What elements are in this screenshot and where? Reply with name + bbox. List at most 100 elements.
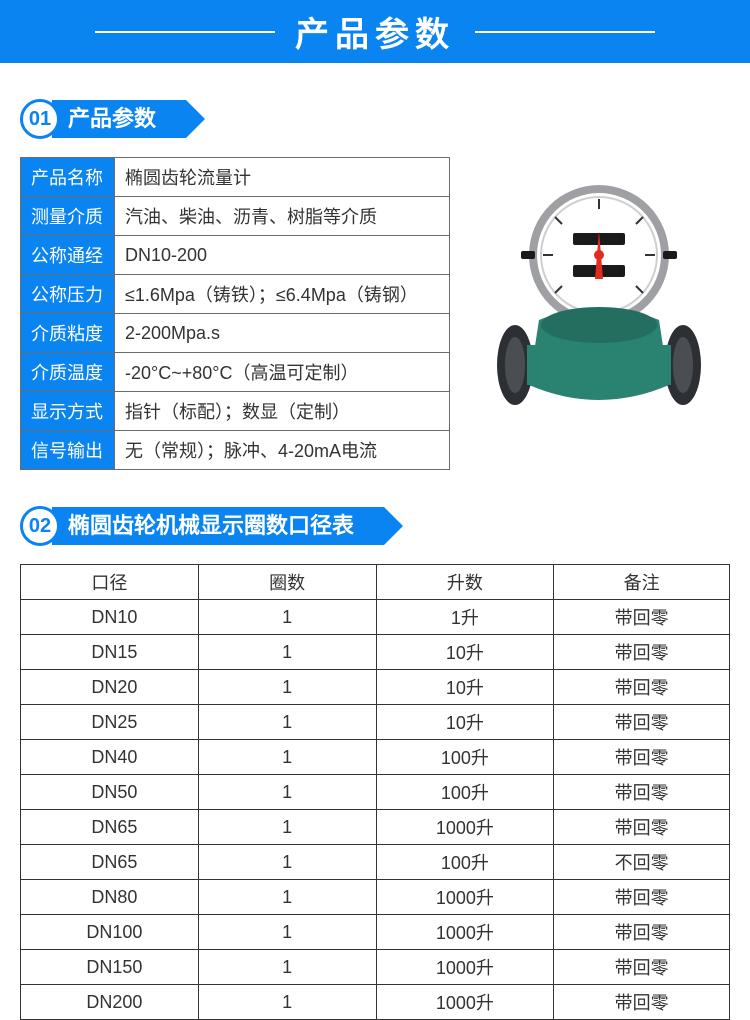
spec-label: 测量介质: [21, 197, 115, 236]
caliber-col-header: 口径: [21, 565, 199, 600]
caliber-row: DN25110升带回零: [21, 705, 730, 740]
caliber-row: DN10011000升带回零: [21, 915, 730, 950]
caliber-cell: 1: [198, 810, 376, 845]
spec-label: 公称压力: [21, 275, 115, 314]
caliber-cell: 带回零: [554, 880, 730, 915]
caliber-cell: 1升: [376, 600, 554, 635]
caliber-cell: 带回零: [554, 950, 730, 985]
caliber-cell: 带回零: [554, 705, 730, 740]
caliber-cell: 1: [198, 635, 376, 670]
spec-value: 指针（标配）；数显（定制）: [115, 392, 450, 431]
section-01-header: 01 产品参数: [20, 99, 730, 139]
caliber-cell: 1000升: [376, 915, 554, 950]
spec-value: 椭圆齿轮流量计: [115, 158, 450, 197]
caliber-cell: DN65: [21, 810, 199, 845]
caliber-row: DN8011000升带回零: [21, 880, 730, 915]
caliber-cell: 带回零: [554, 635, 730, 670]
spec-value: -20°C~+80°C（高温可定制）: [115, 353, 450, 392]
caliber-cell: 100升: [376, 740, 554, 775]
section-02-header: 02 椭圆齿轮机械显示圈数口径表: [20, 506, 730, 546]
caliber-col-header: 圈数: [198, 565, 376, 600]
caliber-cell: 1: [198, 740, 376, 775]
product-figure: [468, 157, 730, 453]
spec-label: 产品名称: [21, 158, 115, 197]
spec-row: 显示方式指针（标配）；数显（定制）: [21, 392, 450, 431]
spec-label: 介质粘度: [21, 314, 115, 353]
caliber-cell: 不回零: [554, 845, 730, 880]
caliber-row: DN1011升带回零: [21, 600, 730, 635]
caliber-row: DN20011000升带回零: [21, 985, 730, 1020]
caliber-cell: 1: [198, 950, 376, 985]
hero-title: 产品参数: [295, 7, 455, 56]
section-01-label: 产品参数: [52, 100, 186, 138]
caliber-cell: 1: [198, 705, 376, 740]
spec-label: 显示方式: [21, 392, 115, 431]
flowmeter-icon: [469, 175, 729, 435]
caliber-cell: 100升: [376, 775, 554, 810]
caliber-cell: DN100: [21, 915, 199, 950]
caliber-col-header: 升数: [376, 565, 554, 600]
spec-value: DN10-200: [115, 236, 450, 275]
caliber-cell: 100升: [376, 845, 554, 880]
caliber-row: DN501100升带回零: [21, 775, 730, 810]
caliber-cell: DN15: [21, 635, 199, 670]
caliber-cell: DN40: [21, 740, 199, 775]
caliber-cell: 1000升: [376, 985, 554, 1020]
caliber-cell: 1: [198, 775, 376, 810]
caliber-cell: 10升: [376, 635, 554, 670]
caliber-cell: DN200: [21, 985, 199, 1020]
caliber-cell: 1: [198, 600, 376, 635]
caliber-cell: 带回零: [554, 810, 730, 845]
caliber-cell: 带回零: [554, 600, 730, 635]
spec-row: 介质温度-20°C~+80°C（高温可定制）: [21, 353, 450, 392]
caliber-cell: DN80: [21, 880, 199, 915]
caliber-row: DN20110升带回零: [21, 670, 730, 705]
section-01-badge: 01: [20, 99, 60, 139]
spec-label: 介质温度: [21, 353, 115, 392]
section-01-body: 产品名称椭圆齿轮流量计测量介质汽油、柴油、沥青、树脂等介质公称通经DN10-20…: [0, 157, 750, 470]
caliber-row: DN15011000升带回零: [21, 950, 730, 985]
caliber-cell: DN65: [21, 845, 199, 880]
spec-row: 公称压力≤1.6Mpa（铸铁）；≤6.4Mpa（铸钢）: [21, 275, 450, 314]
caliber-row: DN401100升带回零: [21, 740, 730, 775]
caliber-cell: 1: [198, 670, 376, 705]
spec-value: 汽油、柴油、沥青、树脂等介质: [115, 197, 450, 236]
caliber-cell: 带回零: [554, 775, 730, 810]
caliber-cell: 1000升: [376, 950, 554, 985]
section-02-badge: 02: [20, 506, 60, 546]
caliber-row: DN6511000升带回零: [21, 810, 730, 845]
spec-value: 2-200Mpa.s: [115, 314, 450, 353]
caliber-row: DN15110升带回零: [21, 635, 730, 670]
caliber-cell: DN20: [21, 670, 199, 705]
spec-row: 产品名称椭圆齿轮流量计: [21, 158, 450, 197]
caliber-col-header: 备注: [554, 565, 730, 600]
caliber-cell: DN50: [21, 775, 199, 810]
spec-value: 无（常规）；脉冲、4-20mA电流: [115, 431, 450, 470]
caliber-cell: DN150: [21, 950, 199, 985]
caliber-cell: 1000升: [376, 880, 554, 915]
caliber-cell: 带回零: [554, 670, 730, 705]
spec-table: 产品名称椭圆齿轮流量计测量介质汽油、柴油、沥青、树脂等介质公称通经DN10-20…: [20, 157, 450, 470]
spec-row: 信号输出无（常规）；脉冲、4-20mA电流: [21, 431, 450, 470]
spec-value: ≤1.6Mpa（铸铁）；≤6.4Mpa（铸钢）: [115, 275, 450, 314]
spec-row: 测量介质汽油、柴油、沥青、树脂等介质: [21, 197, 450, 236]
caliber-cell: 带回零: [554, 740, 730, 775]
section-02-label: 椭圆齿轮机械显示圈数口径表: [52, 507, 384, 545]
caliber-cell: 10升: [376, 670, 554, 705]
caliber-row: DN651100升不回零: [21, 845, 730, 880]
caliber-cell: 1: [198, 985, 376, 1020]
hero-banner: 产品参数: [0, 0, 750, 63]
caliber-cell: 1: [198, 915, 376, 950]
spec-row: 介质粘度2-200Mpa.s: [21, 314, 450, 353]
spec-label: 公称通经: [21, 236, 115, 275]
caliber-cell: DN10: [21, 600, 199, 635]
caliber-cell: 1: [198, 845, 376, 880]
caliber-cell: 10升: [376, 705, 554, 740]
caliber-cell: DN25: [21, 705, 199, 740]
caliber-cell: 带回零: [554, 915, 730, 950]
caliber-cell: 带回零: [554, 985, 730, 1020]
caliber-cell: 1: [198, 880, 376, 915]
caliber-table: 口径圈数升数备注 DN1011升带回零DN15110升带回零DN20110升带回…: [20, 564, 730, 1020]
spec-label: 信号输出: [21, 431, 115, 470]
caliber-cell: 1000升: [376, 810, 554, 845]
